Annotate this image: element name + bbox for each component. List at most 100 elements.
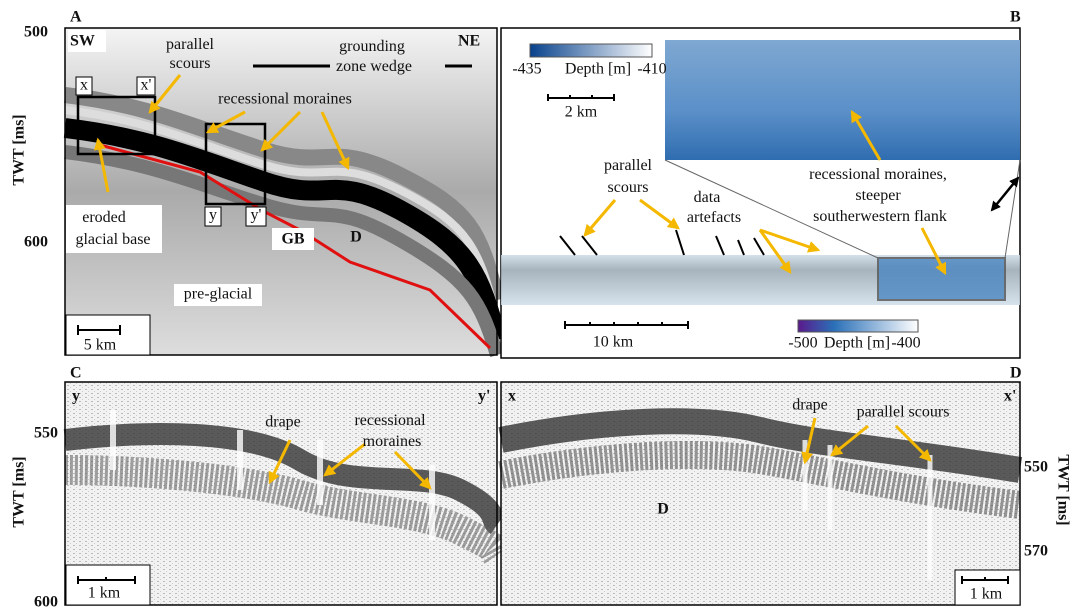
panel-label: D bbox=[1010, 365, 1022, 382]
reflector bbox=[498, 441, 1022, 519]
direction-arrow bbox=[990, 176, 1020, 212]
annotation: drape bbox=[265, 414, 301, 431]
colorbar-label: -500 bbox=[788, 335, 817, 352]
profile-marker: y bbox=[209, 207, 217, 224]
annotation: D bbox=[350, 229, 362, 246]
reflector bbox=[64, 106, 501, 321]
y-tick-label: 500 bbox=[24, 24, 48, 41]
profile-box bbox=[76, 95, 157, 156]
annotation-line: scours bbox=[170, 55, 211, 72]
arrow bbox=[639, 198, 680, 230]
colorbar-label: Depth [m] bbox=[565, 61, 631, 78]
label-bg bbox=[75, 76, 93, 96]
colorbar-label: -410 bbox=[637, 61, 666, 78]
arrow bbox=[758, 229, 792, 274]
scale-label: 2 km bbox=[565, 104, 598, 121]
scale-label: 1 km bbox=[970, 586, 1003, 603]
annotation-line: eroded bbox=[82, 209, 126, 226]
annotation: D bbox=[657, 501, 669, 518]
arrow bbox=[320, 111, 350, 171]
arrow bbox=[323, 442, 366, 477]
label-bg bbox=[136, 76, 156, 96]
panel-c: y y' drape recessional moraines 1 km C 55… bbox=[11, 365, 510, 611]
arrow bbox=[759, 228, 821, 253]
arrow bbox=[850, 109, 882, 161]
annotation: drape bbox=[792, 397, 828, 414]
y-tick-label: 600 bbox=[24, 234, 48, 251]
reflector bbox=[64, 455, 510, 564]
bathymetry-inset bbox=[665, 40, 1020, 160]
annotation-line: artefacts bbox=[687, 209, 741, 226]
annotation-line: zone wedge bbox=[336, 58, 412, 75]
colorbar-label: -400 bbox=[891, 335, 920, 352]
y-axis-label: TWT [ms] bbox=[11, 114, 28, 185]
annotation: recessional moraines, steeper southerweste… bbox=[809, 166, 947, 225]
label-bg bbox=[245, 206, 267, 227]
annotation-line: scours bbox=[608, 179, 649, 196]
annotation: parallel scours bbox=[166, 36, 215, 72]
annotation: GB bbox=[281, 231, 304, 248]
y-tick-label: 550 bbox=[1024, 459, 1048, 476]
reflector bbox=[64, 145, 504, 358]
annotation: parallel scours bbox=[857, 404, 950, 421]
scale-bar bbox=[547, 94, 615, 101]
scale-label: 10 km bbox=[593, 334, 634, 351]
panel-label: C bbox=[70, 365, 82, 382]
annotation-line: data bbox=[694, 189, 721, 206]
annotation-line: steeper bbox=[855, 187, 901, 204]
arrow bbox=[830, 424, 869, 457]
colorbar-label: -435 bbox=[512, 61, 541, 78]
scale-bar bbox=[77, 576, 136, 584]
scale-bar bbox=[77, 325, 121, 335]
annotation-line: recessional bbox=[354, 412, 426, 429]
annotation: eroded glacial base bbox=[75, 209, 150, 248]
label-bg bbox=[66, 205, 162, 253]
profile-box bbox=[204, 122, 267, 206]
label-bg bbox=[204, 206, 222, 227]
arrow bbox=[583, 199, 617, 237]
profile-marker: x' bbox=[141, 77, 152, 94]
annotation: recessional moraines bbox=[218, 91, 352, 108]
scale-box bbox=[65, 564, 151, 606]
colorbar bbox=[797, 319, 919, 333]
scale-bar bbox=[564, 321, 689, 329]
annotation-line: glacial base bbox=[75, 231, 150, 248]
arrow bbox=[801, 417, 817, 465]
label-bg bbox=[174, 284, 262, 306]
annotation-line: parallel bbox=[604, 157, 653, 174]
reflector bbox=[63, 118, 507, 343]
scale-box bbox=[65, 314, 151, 356]
panel-label: A bbox=[70, 9, 82, 26]
panel-d: x x' drape parallel scours D 1 km D 550 … bbox=[498, 365, 1071, 606]
panel-frame bbox=[64, 381, 498, 606]
panel-label: B bbox=[1010, 9, 1021, 26]
moraine-feature bbox=[110, 410, 435, 540]
panel-frame bbox=[500, 381, 1021, 606]
direction-label: NE bbox=[458, 33, 480, 50]
reflector bbox=[64, 87, 505, 302]
y-tick-label: 570 bbox=[1024, 543, 1048, 560]
reflector bbox=[63, 423, 506, 534]
y-axis-label: TWT [ms] bbox=[11, 456, 28, 527]
label-bg bbox=[68, 30, 106, 52]
panel-frame bbox=[64, 27, 498, 356]
scale-box bbox=[954, 569, 1021, 606]
arrow bbox=[894, 424, 932, 462]
arrow bbox=[393, 450, 432, 490]
profile-marker: x' bbox=[1004, 388, 1016, 405]
profile-marker: y' bbox=[251, 207, 262, 224]
annotation: pre-glacial bbox=[184, 286, 253, 303]
annotation: data artefacts bbox=[687, 189, 741, 226]
arrow bbox=[205, 110, 246, 134]
arrow bbox=[148, 74, 182, 114]
annotation-line: southerwestern flank bbox=[813, 208, 947, 225]
panel-a: SW NE parallel scours grounding zone wedge… bbox=[11, 9, 507, 358]
annotation: grounding zone wedge bbox=[336, 38, 412, 75]
reflector bbox=[498, 408, 1023, 483]
scale-bar bbox=[961, 576, 1009, 584]
annotation-line: recessional moraines, bbox=[809, 166, 947, 183]
profile-marker: x bbox=[80, 77, 88, 94]
annotation-line: grounding bbox=[339, 38, 405, 55]
